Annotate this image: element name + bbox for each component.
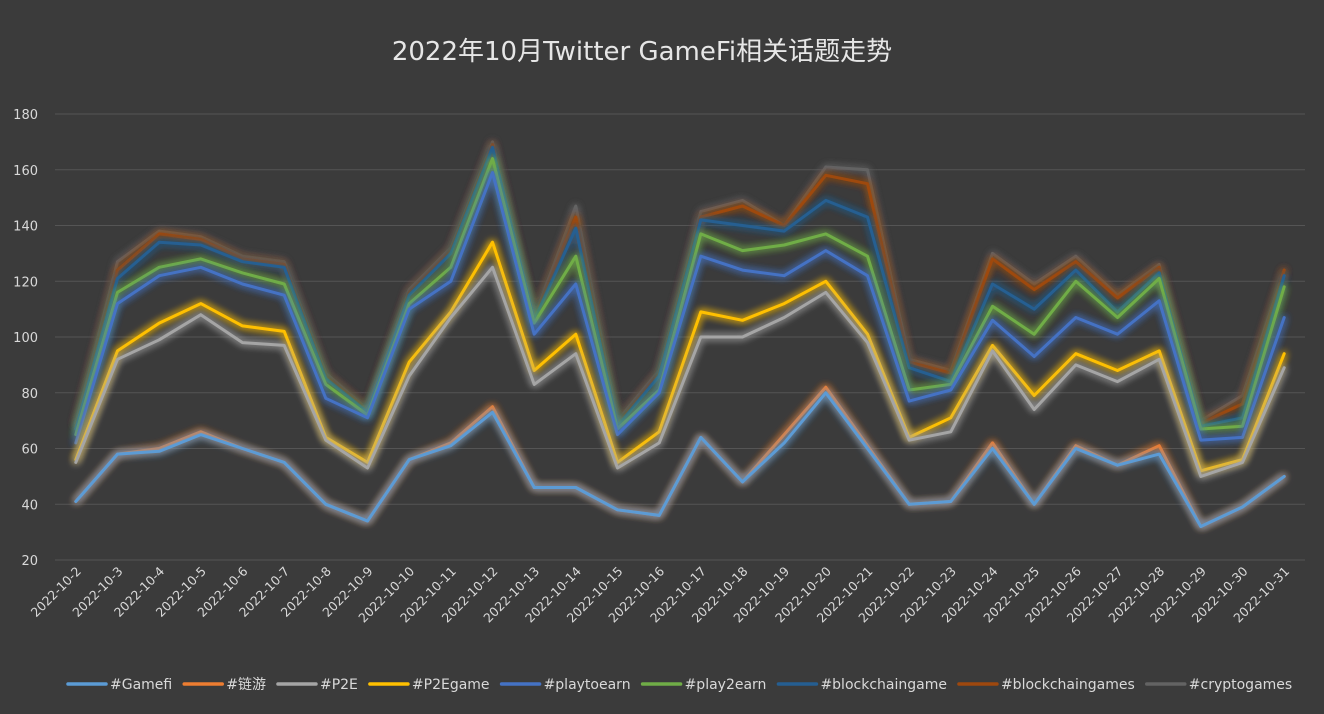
series-line-1	[74, 385, 1286, 528]
legend-item: #play2earn	[640, 677, 767, 693]
legend-item: #链游	[182, 677, 266, 693]
legend-label: #blockchaingames	[1001, 677, 1135, 693]
series-line-6	[74, 145, 1286, 431]
series-line-4	[74, 171, 1286, 445]
series-line-2	[74, 265, 1286, 478]
x-axis-ticks: 2022-10-22022-10-32022-10-42022-10-52022…	[28, 563, 1293, 625]
y-tick-label: 20	[21, 554, 38, 569]
legend-item: #P2E	[276, 677, 358, 693]
y-tick-label: 80	[21, 387, 38, 402]
legend-label: #链游	[226, 677, 266, 693]
series-line-0	[74, 391, 1286, 528]
chart-title: 2022年10月Twitter GameFi相关话题走势	[392, 37, 892, 67]
series-line-8	[74, 140, 1286, 425]
legend-item: #P2Egame	[368, 677, 490, 693]
legend-label: #P2E	[320, 677, 358, 693]
legend-item: #Gamefi	[66, 677, 172, 693]
gridlines	[55, 113, 1305, 561]
y-tick-label: 140	[13, 220, 38, 235]
legend-item: #cryptogames	[1145, 677, 1292, 693]
series-line-5	[74, 157, 1286, 437]
legend-item: #blockchaingame	[776, 677, 947, 693]
legend-label: #P2Egame	[412, 677, 490, 693]
y-tick-label: 60	[21, 443, 38, 458]
legend: #Gamefi #链游 #P2E #P2Egame #playtoearn #play2e…	[66, 677, 1292, 693]
legend-label: #cryptogames	[1189, 677, 1292, 693]
legend-label: #blockchaingame	[820, 677, 947, 693]
y-tick-label: 40	[21, 498, 38, 513]
y-tick-label: 120	[13, 275, 38, 290]
legend-label: #Gamefi	[110, 677, 172, 693]
legend-item: #playtoearn	[499, 677, 631, 693]
y-tick-label: 180	[13, 108, 38, 123]
y-axis-ticks: 20 40 60 80 100 120 140 160 180	[13, 108, 38, 569]
y-tick-label: 100	[13, 331, 38, 346]
series-line-3	[74, 240, 1286, 473]
legend-label: #playtoearn	[544, 677, 631, 693]
legend-label: #play2earn	[685, 677, 767, 693]
y-tick-label: 160	[13, 164, 38, 179]
series-lines	[74, 140, 1286, 528]
legend-item: #blockchaingames	[957, 677, 1135, 693]
